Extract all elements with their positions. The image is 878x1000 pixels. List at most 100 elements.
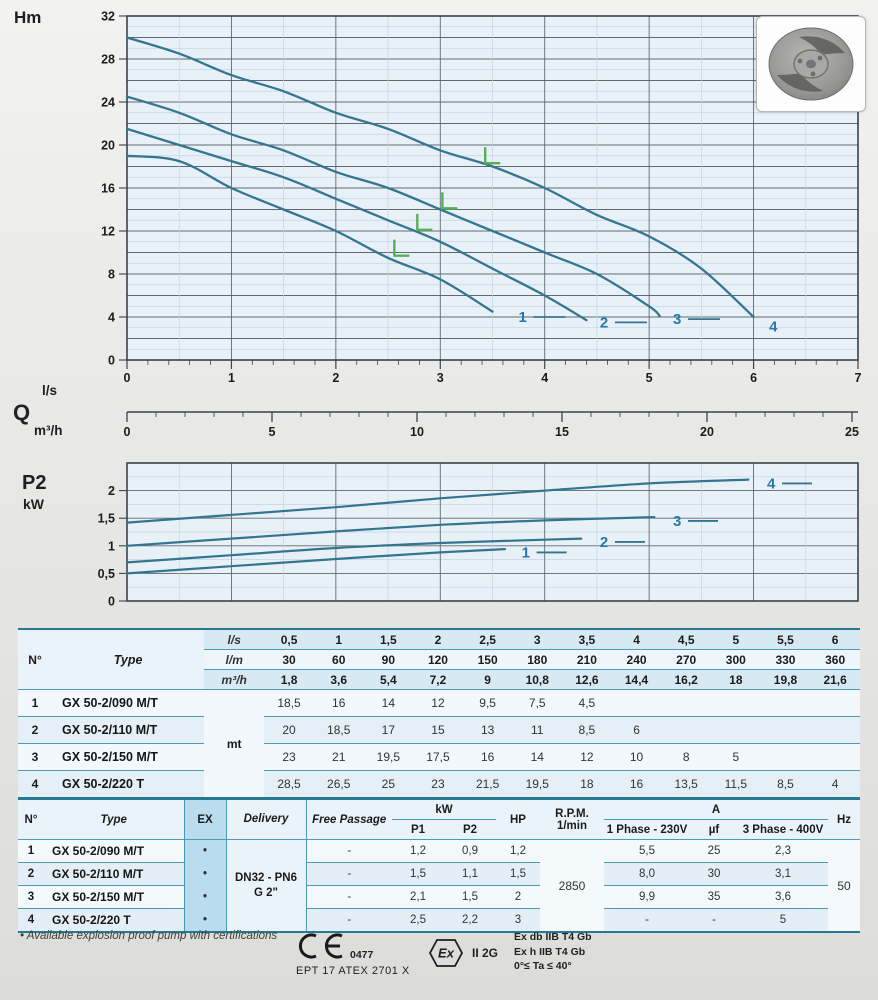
flow-value-header: 30: [264, 649, 314, 670]
pump-type: GX 50-2/220 T: [52, 913, 131, 927]
pump-type: GX 50-2/150 M/T: [44, 885, 184, 909]
col-header-free-passage: Free Passage: [306, 799, 392, 840]
head-value: 12: [562, 743, 612, 771]
pump-type: GX 50-2/090 M/T: [52, 689, 205, 717]
y-tick-label: 8: [108, 268, 115, 282]
curve-number-label: 4: [767, 475, 776, 492]
col-header-hp: HP: [496, 799, 540, 840]
flow-value-header: 360: [810, 649, 860, 670]
flow-value-header: 1,5: [363, 629, 414, 650]
flow-value-header: 2,5: [462, 629, 513, 650]
head-value: [810, 716, 860, 744]
head-value: 23: [264, 743, 314, 771]
head-value: 10: [611, 743, 662, 771]
3phase-amps-value: 3,1: [738, 862, 829, 886]
rpm-value: 2850: [558, 878, 586, 893]
table-row: 4 GX 50-2/220 T • - 2,5 2,2 3 - - 5: [18, 908, 861, 932]
hp-value: 1,5: [496, 862, 540, 886]
capacitor-uf-value: -: [712, 914, 716, 926]
power-chart-ylabel: P2: [22, 472, 47, 494]
x-tick-label: 7: [855, 371, 862, 385]
flow-value-header: 90: [363, 649, 414, 670]
y-tick-label: 20: [101, 139, 115, 153]
head-value: 8,5: [562, 716, 612, 744]
power-chart-unit: kW: [23, 496, 44, 512]
flow-unit-ls-label: l/s: [42, 383, 58, 398]
flow-value-header: 7,2: [413, 669, 463, 690]
head-value: 9,5: [462, 689, 513, 717]
flow-axis-label: Q: [13, 400, 31, 425]
flow-value-header: 5: [711, 629, 761, 650]
head-value: 13: [462, 716, 513, 744]
table-row: 1 GX 50-2/090 M/T • DN32 - PN6 G 2" -1,2 0,9 1,…: [18, 839, 861, 932]
table-row: 1 GX 50-2/090 M/T mt 18,5 16 14 12 9,5 7,5 4,5: [18, 689, 860, 751]
flow-value-header: 210: [562, 649, 612, 670]
electrical-data-table: N° Type EX Delivery Free Passage kW HP R.P.M. 1/…: [18, 798, 861, 933]
curve-number-label: 3: [673, 311, 681, 328]
1phase-amps-value: 8,0: [604, 862, 690, 886]
p2-value: 0,9: [444, 839, 496, 863]
power-curve-4: [125, 478, 750, 524]
p2-value: 1,1: [444, 862, 496, 886]
free-passage-value: -: [347, 914, 352, 926]
head-value: 5: [711, 743, 761, 771]
table-row: N° Type EX Delivery Free Passage kW HP R.P.M. 1/…: [18, 799, 861, 840]
head-value: 14: [363, 689, 414, 717]
ex-available-dot: •: [183, 839, 227, 863]
curve-number-label: 1: [522, 544, 530, 561]
flow-value-header: 270: [661, 649, 711, 670]
power-curve-3: [125, 516, 656, 547]
head-value: 26,5: [327, 777, 351, 791]
x-tick-label: 2: [332, 371, 339, 385]
head-chart-ylabel: Hm: [14, 8, 42, 27]
explosion-proof-footnote: • Available explosion proof pump with ce…: [20, 930, 278, 942]
capacitor-uf-value: 30: [690, 862, 738, 886]
ce-mark-block: 0477 EPT 17 ATEX 2701 X: [296, 933, 410, 977]
free-passage-value: -: [306, 839, 392, 863]
head-value: 21: [313, 743, 364, 771]
table-row: 3 GX 50-2/150 M/T 23 21 19,5 17,5 16 14 12 10 8 5: [18, 743, 860, 771]
head-curve-1: [125, 154, 494, 313]
head-value: 23: [431, 777, 445, 791]
m3h-tick-label: 10: [410, 425, 424, 439]
p1-value: 2,5: [410, 914, 426, 926]
table-row: P1 P2 1 Phase - 230V µf 3 Phase - 400V: [18, 819, 860, 840]
y-tick-label: 0: [108, 354, 115, 368]
flow-value-header: 180: [512, 649, 563, 670]
y-tick-label: 32: [101, 10, 115, 24]
head-value: 25: [381, 777, 396, 791]
head-value: 14: [512, 743, 563, 771]
pump-number: 3: [18, 743, 53, 771]
head-value: [661, 716, 711, 744]
head-value: 4: [831, 777, 839, 791]
curve-number-label: 4: [769, 319, 778, 336]
col-header-1phase: 1 Phase - 230V: [604, 819, 690, 840]
ex-hexagon-icon: Ex: [428, 938, 464, 973]
free-passage-value: -: [306, 862, 392, 886]
1phase-amps-value: 5,5: [604, 839, 690, 863]
table-row: 4 GX 50-2/220 T 28,5 26,5 25 23 21,5 19,5 18 16 13…: [18, 770, 860, 798]
cert-line: 0°≤ Ta ≤ 40°: [514, 960, 572, 972]
head-unit-label: mt: [226, 736, 242, 751]
y-tick-label: 1: [108, 539, 115, 553]
m3h-tick-label: 25: [845, 425, 859, 439]
head-value: 8,5: [777, 777, 794, 791]
x-tick-label: 6: [750, 371, 757, 385]
flow-value-header: 4: [611, 629, 662, 650]
x-tick-label: 4: [541, 371, 548, 385]
m3h-tick-label: 15: [555, 425, 569, 439]
pump-number: 2: [18, 862, 44, 886]
head-value: 13,5: [674, 777, 698, 791]
flow-value-header: 240: [611, 649, 662, 670]
p2-value: 2,2: [462, 914, 478, 926]
flow-value-header: 12,6: [562, 669, 612, 690]
head-value: 7,5: [512, 689, 563, 717]
head-value: [760, 716, 811, 744]
m3h-tick-label: 20: [700, 425, 714, 439]
head-value: [611, 689, 662, 717]
flow-unit-header: m³/h: [204, 669, 265, 690]
flow-value-header: 3,6: [313, 669, 364, 690]
col-header-number: N°: [18, 629, 53, 690]
hp-value: 3: [514, 914, 522, 926]
